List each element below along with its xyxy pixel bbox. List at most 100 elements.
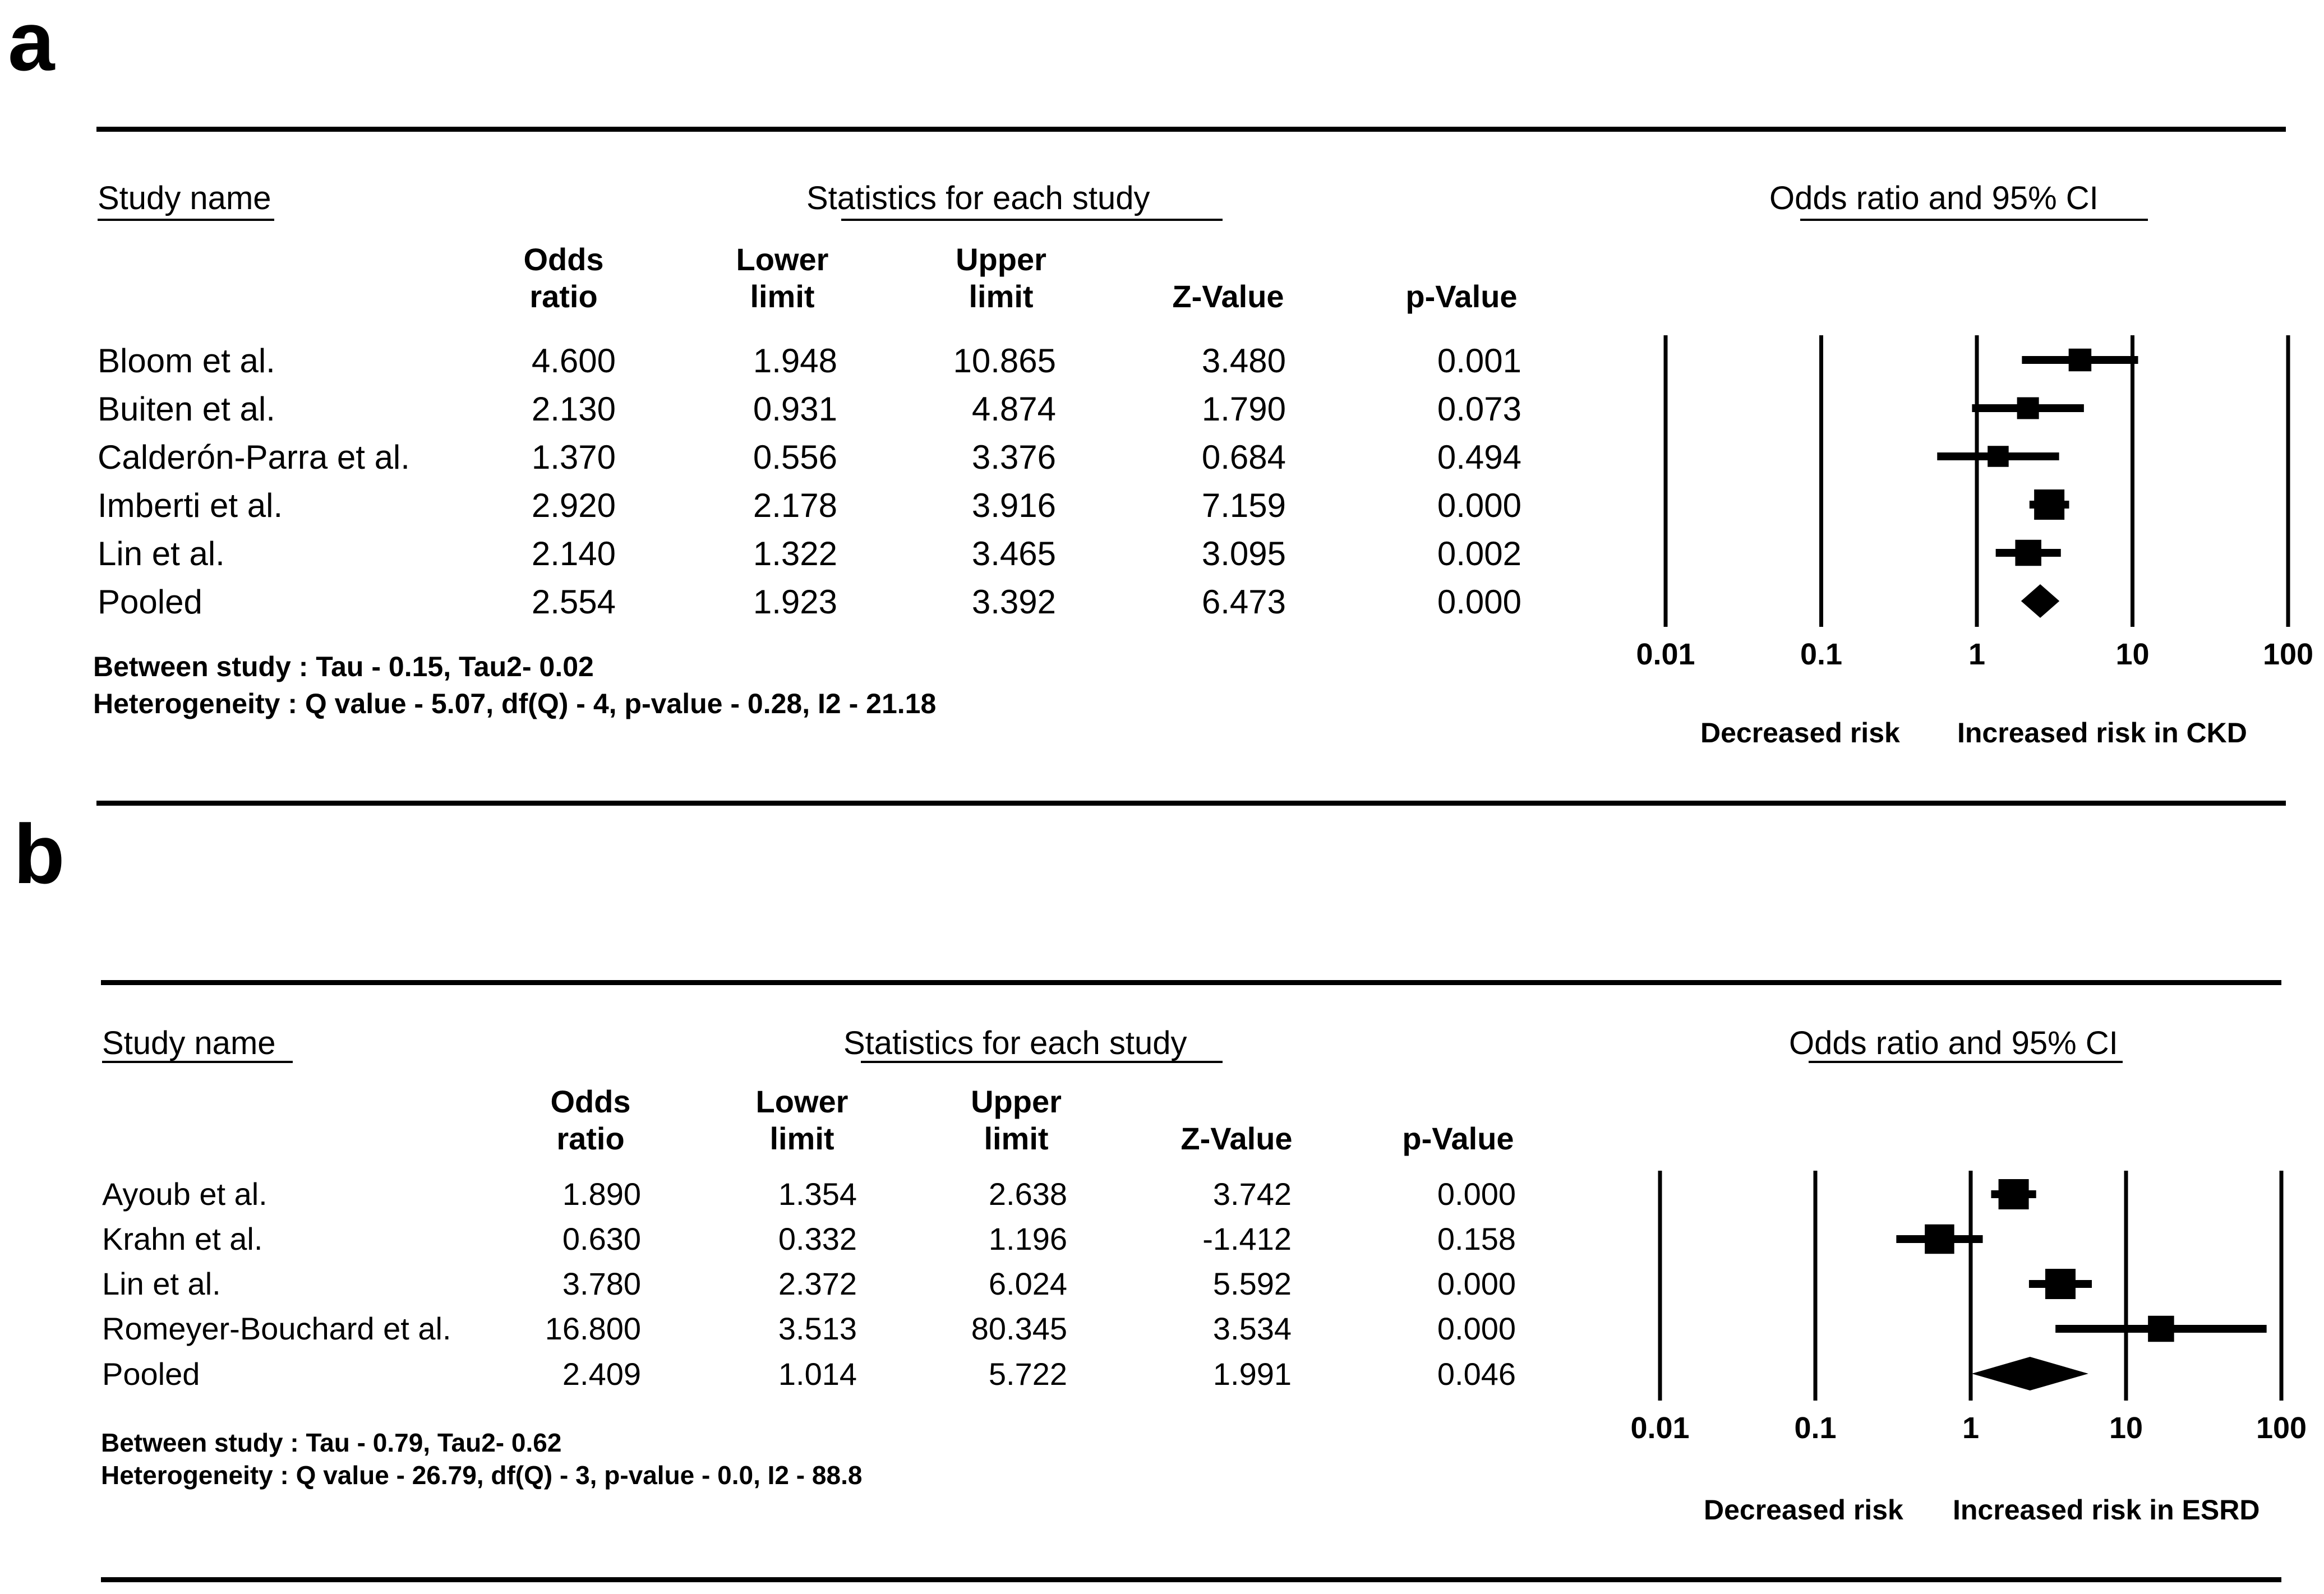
tick-label-a-2: 1: [1968, 637, 1985, 671]
col-header-z-a: Z-Value: [1172, 279, 1284, 314]
upper-limit-b-4: 5.722: [988, 1356, 1067, 1392]
z-value-b-2: 5.592: [1212, 1266, 1292, 1301]
odds-ratio-a-3: 2.920: [531, 487, 616, 524]
study-name-b-0: Ayoub et al.: [102, 1176, 268, 1212]
tick-label-b-0: 0.01: [1630, 1411, 1689, 1445]
tick-label-b-4: 100: [2256, 1411, 2307, 1445]
study-name-a-4: Lin et al.: [98, 535, 225, 572]
point-estimate-a-1: [2017, 397, 2039, 419]
lower-limit-b-4: 1.014: [778, 1356, 857, 1392]
tick-label-a-0: 0.01: [1636, 637, 1695, 671]
p-value-b-0: 0.000: [1437, 1176, 1516, 1212]
p-value-a-5: 0.000: [1437, 583, 1521, 621]
study-name-a-2: Calderón-Parra et al.: [98, 438, 410, 476]
study-name-underline-b: [102, 1061, 293, 1063]
lower-limit-a-5: 1.923: [753, 583, 837, 621]
p-value-b-4: 0.046: [1437, 1356, 1516, 1392]
tick-label-a-4: 100: [2263, 637, 2313, 671]
lower-limit-b-2: 2.372: [778, 1266, 857, 1301]
plot-underline-a: [1800, 219, 2148, 221]
upper-limit-a-3: 3.916: [971, 487, 1056, 524]
study-name-a-1: Buiten et al.: [98, 390, 275, 428]
col-header-p-b: p-Value: [1402, 1121, 1514, 1156]
study-name-a-5: Pooled: [98, 583, 202, 621]
odds-ratio-b-0: 1.890: [562, 1176, 641, 1212]
z-value-b-1: -1.412: [1202, 1221, 1292, 1256]
z-value-a-1: 1.790: [1201, 390, 1286, 428]
between-study-stats-b: Between study : Tau - 0.79, Tau2- 0.62: [101, 1428, 562, 1457]
z-value-a-3: 7.159: [1201, 487, 1286, 524]
lower-limit-b-3: 3.513: [778, 1311, 857, 1346]
p-value-a-2: 0.494: [1437, 438, 1521, 476]
tick-label-a-3: 10: [2115, 637, 2149, 671]
top-rule-b: [101, 980, 2281, 985]
odds-ratio-a-1: 2.130: [531, 390, 616, 428]
study-name-b-1: Krahn et al.: [102, 1221, 263, 1256]
panel-label-a: a: [8, 0, 55, 88]
study-name-header-a: Study name: [98, 180, 271, 216]
z-value-a-0: 3.480: [1201, 342, 1286, 380]
tick-label-b-3: 10: [2109, 1411, 2143, 1445]
lower-limit-a-2: 0.556: [753, 438, 837, 476]
pooled-diamond-a: [2021, 584, 2060, 618]
z-value-a-5: 6.473: [1201, 583, 1286, 621]
plot-header-a: Odds ratio and 95% CI: [1769, 180, 2099, 216]
upper-limit-a-4: 3.465: [971, 535, 1056, 572]
col-header-p-a: p-Value: [1405, 279, 1518, 314]
point-estimate-b-1: [1925, 1224, 1954, 1254]
upper-limit-b-0: 2.638: [988, 1176, 1067, 1212]
decreased-risk-label-a: Decreased risk: [1700, 717, 1900, 749]
stats-underline-b: [861, 1061, 1223, 1063]
point-estimate-a-0: [2068, 348, 2092, 372]
plot-underline-b: [1809, 1061, 2123, 1063]
point-estimate-a-2: [1988, 446, 2009, 467]
lower-limit-b-1: 0.332: [778, 1221, 857, 1256]
upper-limit-a-5: 3.392: [971, 583, 1056, 621]
col-header-z-b: Z-Value: [1181, 1121, 1293, 1156]
study-name-underline-a: [98, 219, 274, 221]
heterogeneity-stats-a: Heterogeneity : Q value - 5.07, df(Q) - …: [93, 688, 937, 719]
bottom-rule-a: [96, 801, 2286, 806]
stats-header-b: Statistics for each study: [843, 1025, 1187, 1061]
upper-limit-b-2: 6.024: [988, 1266, 1067, 1301]
lower-limit-a-4: 1.322: [753, 535, 837, 572]
bottom-rule-b: [101, 1577, 2281, 1582]
increased-risk-label-a: Increased risk in CKD: [1957, 717, 2247, 749]
tick-label-b-1: 0.1: [1794, 1411, 1836, 1445]
decreased-risk-label-b: Decreased risk: [1704, 1494, 1903, 1526]
p-value-a-1: 0.073: [1437, 390, 1521, 428]
lower-limit-b-0: 1.354: [778, 1176, 857, 1212]
odds-ratio-a-4: 2.140: [531, 535, 616, 572]
tick-label-b-2: 1: [1962, 1411, 1979, 1445]
z-value-b-4: 1.991: [1212, 1356, 1292, 1392]
point-estimate-b-2: [2045, 1269, 2076, 1299]
upper-limit-a-1: 4.874: [971, 390, 1056, 428]
point-estimate-a-3: [2034, 489, 2065, 520]
odds-ratio-b-1: 0.630: [562, 1221, 641, 1256]
stats-header-a: Statistics for each study: [806, 180, 1150, 216]
study-name-b-3: Romeyer-Bouchard et al.: [102, 1311, 451, 1346]
lower-limit-a-1: 0.931: [753, 390, 837, 428]
point-estimate-a-4: [2015, 539, 2041, 566]
heterogeneity-stats-b: Heterogeneity : Q value - 26.79, df(Q) -…: [101, 1461, 863, 1490]
upper-limit-a-0: 10.865: [953, 342, 1056, 380]
pooled-diamond-b: [1971, 1357, 2088, 1390]
lower-limit-a-0: 1.948: [753, 342, 837, 380]
odds-ratio-a-0: 4.600: [531, 342, 616, 380]
odds-ratio-b-3: 16.800: [545, 1311, 641, 1346]
between-study-stats-a: Between study : Tau - 0.15, Tau2- 0.02: [93, 651, 594, 682]
stats-underline-a: [841, 219, 1223, 221]
study-name-a-0: Bloom et al.: [98, 342, 275, 380]
odds-ratio-b-4: 2.409: [562, 1356, 641, 1392]
col-header-upper-a: Upper limit: [956, 242, 1046, 314]
z-value-a-4: 3.095: [1201, 535, 1286, 572]
col-header-lower-a: Lower limit: [736, 242, 829, 314]
point-estimate-b-0: [1998, 1179, 2029, 1209]
increased-risk-label-b: Increased risk in ESRD: [1953, 1494, 2260, 1526]
upper-limit-a-2: 3.376: [971, 438, 1056, 476]
upper-limit-b-3: 80.345: [971, 1311, 1067, 1346]
z-value-b-3: 3.534: [1212, 1311, 1292, 1346]
p-value-a-0: 0.001: [1437, 342, 1521, 380]
